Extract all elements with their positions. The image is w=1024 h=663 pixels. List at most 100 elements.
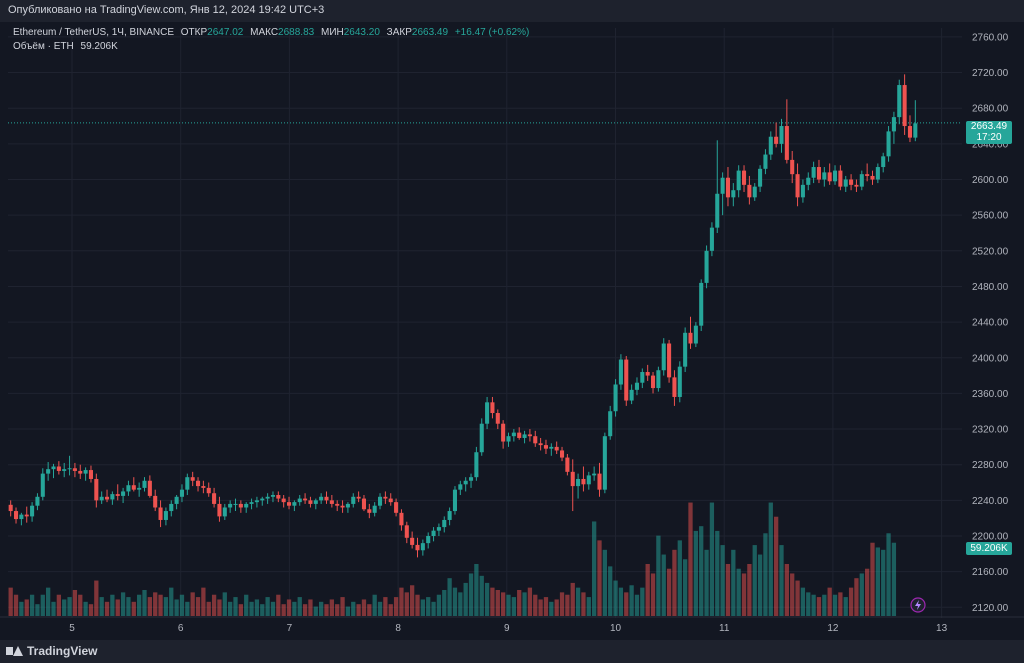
volume-bar xyxy=(731,549,736,616)
candle-body xyxy=(30,505,35,517)
price-tick-label: 2600.00 xyxy=(972,175,1009,186)
volume-bar xyxy=(506,594,511,616)
volume-bar xyxy=(313,606,318,616)
candle-body xyxy=(667,343,672,378)
candle-body xyxy=(297,498,302,503)
volume-bar xyxy=(463,582,468,616)
volume-bar xyxy=(147,597,152,616)
volume-bar xyxy=(420,599,425,616)
time-tick-label: 11 xyxy=(719,623,730,634)
volume-bar xyxy=(859,573,864,616)
candle-countdown: 17:20 xyxy=(976,132,1002,143)
volume-bar xyxy=(720,545,725,616)
candle-body xyxy=(426,536,431,544)
volume-bar xyxy=(29,594,35,616)
candle-body xyxy=(693,325,698,344)
volume-bar xyxy=(260,604,265,616)
candle-body xyxy=(447,511,452,520)
volume-value: 59.206K xyxy=(80,41,118,52)
tradingview-logo[interactable]: TradingView xyxy=(6,644,97,658)
symbol-label[interactable]: Ethereum / TetherUS, 1Ч, BINANCE xyxy=(13,27,174,38)
candle-body xyxy=(843,179,848,187)
candle-body xyxy=(672,377,677,397)
volume-bar xyxy=(126,597,131,616)
candle-body xyxy=(554,446,559,451)
volume-bar xyxy=(704,549,709,616)
candle-body xyxy=(832,170,838,182)
candle-body xyxy=(640,372,645,383)
volume-bar xyxy=(816,597,822,616)
candle-body xyxy=(490,402,495,414)
volume-bar xyxy=(650,573,656,616)
volume-bar xyxy=(565,594,570,616)
candle-body xyxy=(40,473,45,497)
volume-bar xyxy=(693,530,698,616)
candle-body xyxy=(383,496,388,499)
volume-bar xyxy=(832,594,838,616)
last-price-value: 2663.49 xyxy=(970,121,1008,132)
candle-body xyxy=(174,496,179,504)
volume-bar xyxy=(822,594,827,616)
volume-bar xyxy=(351,601,356,616)
candle-body xyxy=(206,487,211,494)
candle-body xyxy=(902,85,907,127)
volume-bar xyxy=(870,542,875,616)
candle-body xyxy=(83,470,88,474)
candle-body xyxy=(249,502,254,504)
change-value: +16.47 (+0.62%) xyxy=(454,27,530,38)
candle-body xyxy=(886,131,891,157)
volume-bar xyxy=(725,564,731,616)
candle-body xyxy=(586,475,591,485)
candle-body xyxy=(179,489,185,497)
candle-body xyxy=(19,514,24,520)
price-tick-label: 2200.00 xyxy=(972,532,1009,543)
volume-bar xyxy=(399,587,404,616)
candle-body xyxy=(292,502,297,506)
candle-body xyxy=(88,470,94,479)
volume-label[interactable]: Объём · ETH xyxy=(13,41,74,52)
volume-bar xyxy=(495,590,500,616)
time-tick-label: 7 xyxy=(287,623,293,634)
candle-body xyxy=(506,436,511,442)
candle-body xyxy=(158,507,163,520)
volume-bar xyxy=(795,580,800,616)
price-tick-label: 2280.00 xyxy=(972,460,1009,471)
candle-body xyxy=(104,496,110,500)
volume-bar xyxy=(142,590,147,616)
candle-body xyxy=(715,193,720,228)
volume-bar xyxy=(458,592,463,616)
candle-body xyxy=(131,485,136,490)
volume-bar xyxy=(779,545,784,616)
candle-body xyxy=(634,382,640,390)
price-chart[interactable]: 2120.00 2160.00 2200.00 2240.00 2280.00 2320.… xyxy=(0,22,1024,640)
candle-body xyxy=(46,469,51,474)
volume-bar xyxy=(249,601,254,616)
lightning-icon[interactable] xyxy=(910,597,926,613)
volume-bar xyxy=(554,599,559,616)
candle-body xyxy=(356,496,361,499)
volume-bar xyxy=(586,597,591,616)
candle-body xyxy=(661,343,666,371)
volume-bar xyxy=(592,521,597,616)
volume-bar xyxy=(677,540,682,616)
low-value: 2643.20 xyxy=(343,27,380,38)
price-tick-label: 2240.00 xyxy=(972,496,1009,507)
open-label: ОТКР xyxy=(180,27,208,38)
volume-bar xyxy=(784,564,789,616)
candle-body xyxy=(404,525,409,538)
candle-body xyxy=(153,495,158,508)
close-label: ЗАКР xyxy=(386,27,412,38)
candle-body xyxy=(137,487,142,490)
candle-body xyxy=(121,491,126,496)
volume-bar xyxy=(67,597,72,616)
candle-body xyxy=(527,434,532,437)
candle-body xyxy=(458,484,463,490)
volume-bar xyxy=(281,604,286,616)
candle-body xyxy=(474,452,479,478)
volume-bar xyxy=(747,564,752,616)
candle-body xyxy=(442,519,447,528)
candle-body xyxy=(752,186,757,198)
candle-body xyxy=(688,332,693,344)
candle-body xyxy=(436,527,441,531)
candle-body xyxy=(565,457,570,472)
